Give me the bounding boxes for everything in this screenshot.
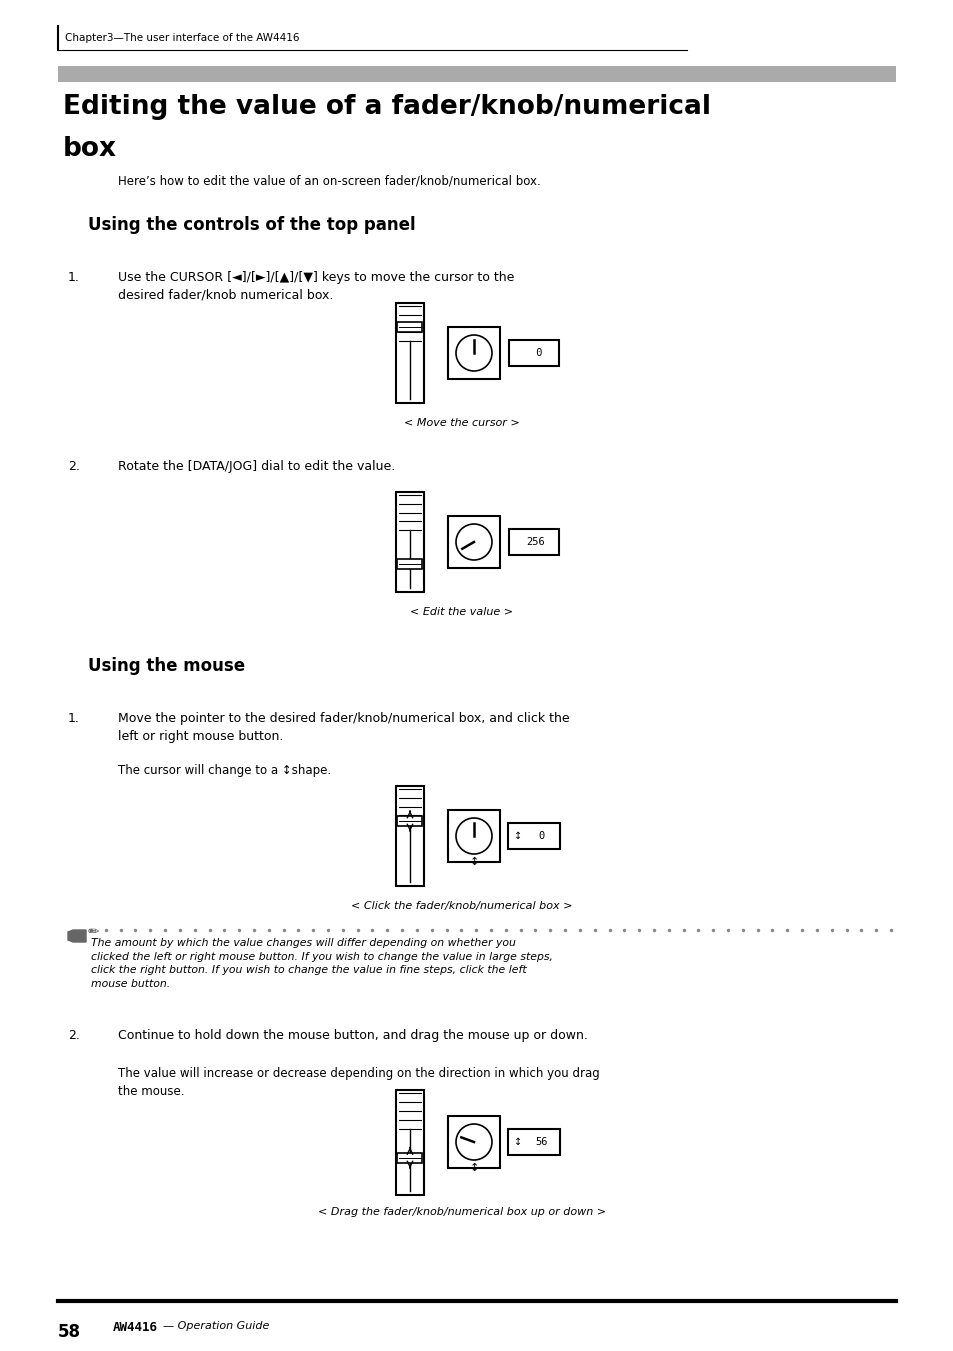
Text: Move the pointer to the desired fader/knob/numerical box, and click the
left or : Move the pointer to the desired fader/kn…	[118, 712, 569, 743]
Bar	[507, 823, 559, 848]
Text: Chapter3—The user interface of the AW4416: Chapter3—The user interface of the AW441…	[65, 32, 299, 43]
Bar	[509, 530, 558, 555]
Bar	[397, 559, 422, 569]
Text: 1.: 1.	[68, 712, 80, 725]
Text: 0: 0	[529, 349, 541, 358]
Bar	[509, 340, 558, 366]
Text: 2.: 2.	[68, 1029, 80, 1042]
Circle shape	[456, 817, 492, 854]
Text: < Edit the value >: < Edit the value >	[410, 607, 513, 617]
Bar	[507, 1129, 559, 1155]
Polygon shape	[68, 929, 86, 942]
Circle shape	[456, 335, 492, 372]
Circle shape	[456, 1124, 492, 1161]
Text: Using the mouse: Using the mouse	[88, 657, 245, 676]
Bar	[395, 1089, 423, 1194]
Text: 58: 58	[58, 1323, 81, 1342]
Text: The value will increase or decrease depending on the direction in which you drag: The value will increase or decrease depe…	[118, 1067, 599, 1097]
Text: The amount by which the value changes will differ depending on whether you
click: The amount by which the value changes wi…	[91, 938, 553, 989]
Circle shape	[456, 524, 492, 561]
Bar	[397, 1152, 422, 1163]
Text: ↕: ↕	[469, 857, 478, 866]
Bar	[395, 786, 423, 886]
Text: ↕: ↕	[469, 1162, 478, 1173]
Text: Here’s how to edit the value of an on-screen fader/knob/numerical box.: Here’s how to edit the value of an on-sc…	[118, 174, 540, 186]
Bar	[447, 1116, 499, 1169]
Bar	[395, 303, 423, 403]
Text: AW4416: AW4416	[112, 1321, 158, 1333]
Bar	[447, 516, 499, 569]
Bar	[58, 66, 895, 82]
Text: 56: 56	[536, 1138, 548, 1147]
Text: — Operation Guide: — Operation Guide	[163, 1321, 269, 1331]
Bar	[397, 816, 422, 825]
Text: 2.: 2.	[68, 459, 80, 473]
Text: The cursor will change to a ↕shape.: The cursor will change to a ↕shape.	[118, 765, 331, 777]
Text: 256: 256	[526, 536, 545, 547]
Text: 1.: 1.	[68, 272, 80, 284]
Bar	[395, 492, 423, 592]
Text: Using the controls of the top panel: Using the controls of the top panel	[88, 216, 416, 234]
Text: < Move the cursor >: < Move the cursor >	[404, 417, 519, 428]
Text: < Drag the fader/knob/numerical box up or down >: < Drag the fader/knob/numerical box up o…	[317, 1206, 605, 1217]
Text: Continue to hold down the mouse button, and drag the mouse up or down.: Continue to hold down the mouse button, …	[118, 1029, 587, 1042]
Bar	[447, 327, 499, 380]
Text: box: box	[63, 136, 117, 162]
Text: < Click the fader/knob/numerical box >: < Click the fader/knob/numerical box >	[351, 901, 572, 911]
Bar	[397, 322, 422, 332]
Text: ↕: ↕	[514, 831, 521, 842]
Bar	[447, 809, 499, 862]
Text: Use the CURSOR [◄]/[►]/[▲]/[▼] keys to move the cursor to the
desired fader/knob: Use the CURSOR [◄]/[►]/[▲]/[▼] keys to m…	[118, 272, 514, 303]
Text: 0: 0	[538, 831, 544, 842]
Text: Rotate the [DATA/JOG] dial to edit the value.: Rotate the [DATA/JOG] dial to edit the v…	[118, 459, 395, 473]
Text: Editing the value of a fader/knob/numerical: Editing the value of a fader/knob/numeri…	[63, 95, 710, 120]
Text: ↕: ↕	[514, 1138, 521, 1147]
Text: ✏: ✏	[88, 925, 99, 939]
